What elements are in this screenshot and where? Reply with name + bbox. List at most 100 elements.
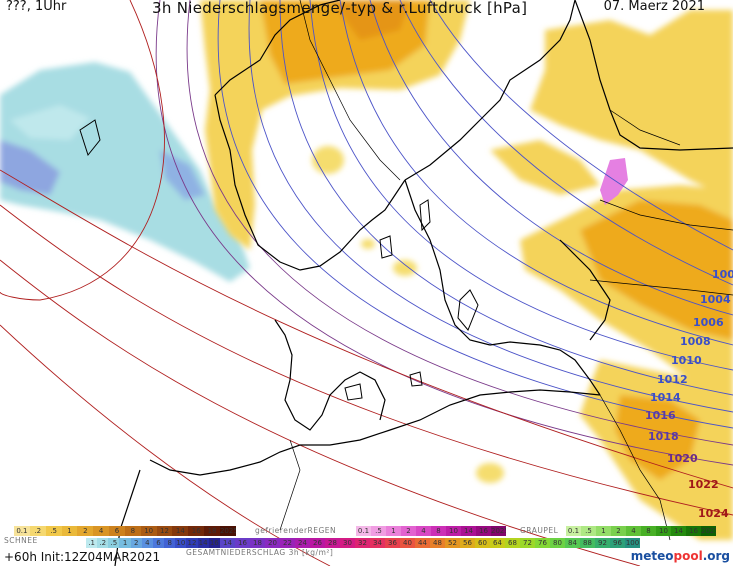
graupel-swatch: 2 <box>611 526 626 536</box>
total-precip-swatch: 22 <box>280 538 295 548</box>
meteopool-logo[interactable]: meteopool.org <box>630 549 730 563</box>
snow-swatch: 2 <box>130 538 142 548</box>
freezing-rain-swatch: 4 <box>416 526 431 536</box>
total-precip-swatch: 44 <box>415 538 430 548</box>
rain-swatch: 1 <box>61 526 78 536</box>
pressure-label-1004: 1004 <box>700 293 731 306</box>
run-info: +60h Init:12Z04MAR2021 <box>4 550 160 564</box>
map-title: 3h Niederschlagsmenge/-typ & r.Luftdruck… <box>152 0 528 17</box>
location-time-label: ???, 1Uhr <box>6 0 67 14</box>
graupel-scale: 0.1.512481014162025+ <box>566 526 716 536</box>
forecast-hour: +60h <box>4 550 37 564</box>
pressure-label-1014: 1014 <box>650 391 681 404</box>
snow-swatch: .5 <box>108 538 120 548</box>
coastlines <box>114 0 733 566</box>
freezing-rain-swatch: 2025+ <box>491 526 506 536</box>
snow-swatch: 8 <box>164 538 176 548</box>
freezing-rain-swatch: 10 <box>446 526 461 536</box>
pressure-label-1002: 1002 <box>712 268 733 281</box>
freezing-rain-swatch: 2 <box>401 526 416 536</box>
freezing-rain-area <box>600 158 628 205</box>
total-precip-swatch: 68 <box>505 538 520 548</box>
total-precip-swatch: 26 <box>310 538 325 548</box>
freezing-rain-swatch: 8 <box>431 526 446 536</box>
pressure-label-1008: 1008 <box>680 335 711 348</box>
total-precip-swatch: 34 <box>370 538 385 548</box>
total-precip-scale: 14 16 18 20 22 24 26 28 30 32 34 36 40 44 48 52 56 60 64 68… <box>220 538 640 548</box>
rain-swatch: 14 <box>172 526 189 536</box>
total-precip-swatch: 92 <box>595 538 610 548</box>
total-precip-swatch: 40 <box>400 538 415 548</box>
pressure-label-1020: 1020 <box>667 452 698 465</box>
snow-swatch: 6 <box>152 538 165 548</box>
islands <box>79 119 479 401</box>
rain-swatch: 8 <box>124 526 141 536</box>
rain-swatch: 0.1 <box>14 526 30 536</box>
snow-swatch: .1 <box>86 538 98 548</box>
total-precip-swatch: 24 <box>295 538 310 548</box>
freezing-rain-swatch: 0.1 <box>356 526 371 536</box>
rain-swatch: .5 <box>45 526 62 536</box>
total-precip-swatch: 20 <box>265 538 280 548</box>
total-precip-swatch: 52 <box>445 538 460 548</box>
snow-swatch: 10 <box>175 538 187 548</box>
total-precip-swatch: 100 <box>625 538 640 548</box>
snow-swatch: 12 <box>186 538 198 548</box>
total-precip-swatch: 28 <box>325 538 340 548</box>
graupel-swatch: 14 <box>671 526 686 536</box>
total-precip-swatch: 76 <box>535 538 550 548</box>
graupel-swatch: 10 <box>656 526 671 536</box>
total-precip-swatch: 72 <box>520 538 535 548</box>
pressure-labels: 1002 1004 1006 1008 1010 1012 1014 1016 … <box>645 268 733 520</box>
graupel-swatch: 2025+ <box>701 526 716 536</box>
graupel-swatch: 4 <box>626 526 641 536</box>
snow-label: SCHNEE <box>4 536 38 545</box>
freezing-rain-swatch: 1 <box>386 526 401 536</box>
total-precip-swatch: 84 <box>565 538 580 548</box>
snow-swatch: 16 <box>208 538 220 548</box>
snow-swatch: .2 <box>97 538 109 548</box>
pressure-label-1024: 1024 <box>698 507 729 520</box>
graupel-label: GRAUPEL <box>520 526 559 535</box>
total-precip-swatch: 18 <box>250 538 265 548</box>
rain-swatch: 16 <box>188 526 205 536</box>
total-precip-swatch: 96 <box>610 538 625 548</box>
graupel-swatch: 1 <box>596 526 611 536</box>
snow-scale: .1.2.5 1 2 4 6 8 10 12 14 16 <box>86 538 220 548</box>
total-precip-swatch: 56 <box>460 538 475 548</box>
snow-precip-area <box>0 62 250 282</box>
graupel-swatch: 0.1 <box>566 526 581 536</box>
freezing-rain-swatch: .5 <box>371 526 386 536</box>
freezing-rain-label: gefrierenderREGEN <box>255 526 337 535</box>
rain-swatch: 2 <box>77 526 94 536</box>
pressure-label-1018: 1018 <box>648 430 679 443</box>
map-date: 07. Maerz 2021 <box>603 0 705 14</box>
rain-swatch: 10 <box>140 526 157 536</box>
total-precip-swatch: 36 <box>385 538 400 548</box>
rain-swatch: .2 <box>29 526 46 536</box>
total-precip-swatch: 14 <box>220 538 235 548</box>
total-precip-swatch: 16 <box>235 538 250 548</box>
pressure-label-1022: 1022 <box>688 478 719 491</box>
total-precip-swatch: 32 <box>355 538 370 548</box>
rain-swatch: 4 <box>93 526 110 536</box>
pressure-label-1012: 1012 <box>657 373 688 386</box>
rain-swatch: 12 <box>156 526 173 536</box>
total-precip-swatch: 88 <box>580 538 595 548</box>
init-time: Init:12Z04MAR2021 <box>40 550 161 564</box>
total-precip-swatch: 30 <box>340 538 355 548</box>
graupel-swatch: 16 <box>686 526 701 536</box>
borders <box>279 0 733 541</box>
total-precip-swatch: 60 <box>475 538 490 548</box>
freezing-rain-swatch: 14 <box>461 526 476 536</box>
snow-swatch: 14 <box>197 538 209 548</box>
total-precip-label: GESAMTNIEDERSCHLAG 3h [kg/m²] <box>186 548 334 557</box>
freezing-rain-swatch: 16 <box>476 526 491 536</box>
rain-swatch: 2025+ <box>219 526 236 536</box>
rain-swatch: 18 <box>204 526 220 536</box>
freezing-rain-scale: 0.1.512481014162025+ <box>356 526 506 536</box>
snow-swatch: 1 <box>119 538 131 548</box>
